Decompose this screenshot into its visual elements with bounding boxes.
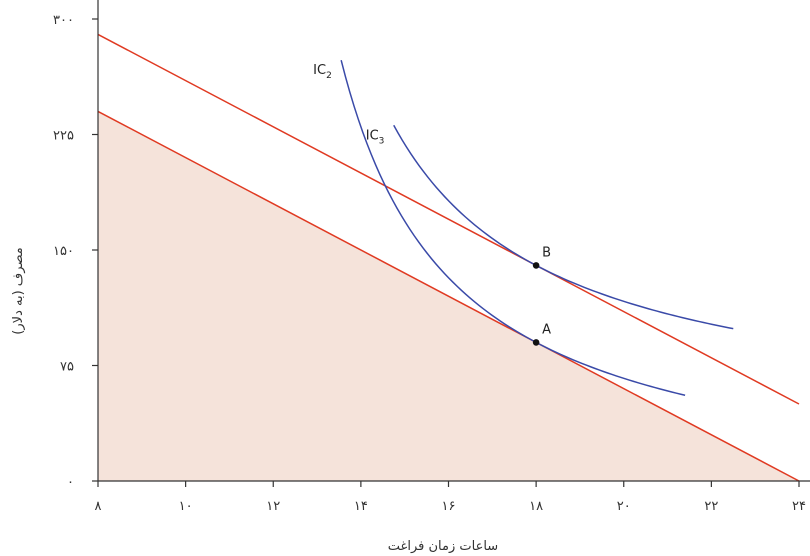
y-tick-label: ۱۵۰ bbox=[53, 244, 74, 259]
indifference-curve-2 bbox=[340, 60, 686, 396]
x-tick-label: ۲۲ bbox=[704, 499, 718, 514]
point-a bbox=[532, 339, 540, 346]
indifference-curve-3 bbox=[393, 124, 734, 330]
x-tick-label: ۱۰ bbox=[179, 499, 193, 514]
y-tick-label: ۰ bbox=[67, 475, 74, 490]
indifference-curve-2-label: IC2 bbox=[313, 63, 332, 81]
x-tick-label: ۱۸ bbox=[529, 499, 543, 514]
y-tick-label: ۷۵ bbox=[60, 360, 74, 375]
point-b-label: B bbox=[542, 245, 551, 260]
plot-area: IC2 IC3 A B bbox=[97, 33, 800, 482]
y-tick-label: ۲۲۵ bbox=[53, 129, 74, 144]
budget-line-1 bbox=[97, 110, 800, 482]
x-tick-label: ۱۶ bbox=[442, 499, 456, 514]
x-tick-label: ۲۰ bbox=[617, 499, 631, 514]
y-tick-label: ۳۰۰ bbox=[53, 13, 74, 28]
x-axis-title: ساعات زمان فراغت bbox=[388, 539, 498, 554]
x-tick-label: ۲۴ bbox=[792, 499, 806, 514]
point-b bbox=[532, 262, 540, 269]
indifference-curve-3-label: IC3 bbox=[366, 128, 385, 146]
x-tick-label: ۱۴ bbox=[354, 499, 368, 514]
x-tick-label: ۸ bbox=[95, 499, 102, 514]
y-axis-title: مصرف (به دلار) bbox=[11, 247, 26, 334]
x-tick-label: ۱۲ bbox=[266, 499, 280, 514]
budget-line-2 bbox=[97, 33, 800, 405]
point-a-label: A bbox=[542, 322, 551, 337]
ticks: ۸ ۱۰ ۱۲ ۱۴ ۱۶ ۱۸ ۲۰ ۲۲ ۲۴ ۰ ۷۵ ۱۵۰ ۲۲۵ ۳۰۰ bbox=[53, 13, 806, 514]
axes bbox=[97, 0, 810, 482]
